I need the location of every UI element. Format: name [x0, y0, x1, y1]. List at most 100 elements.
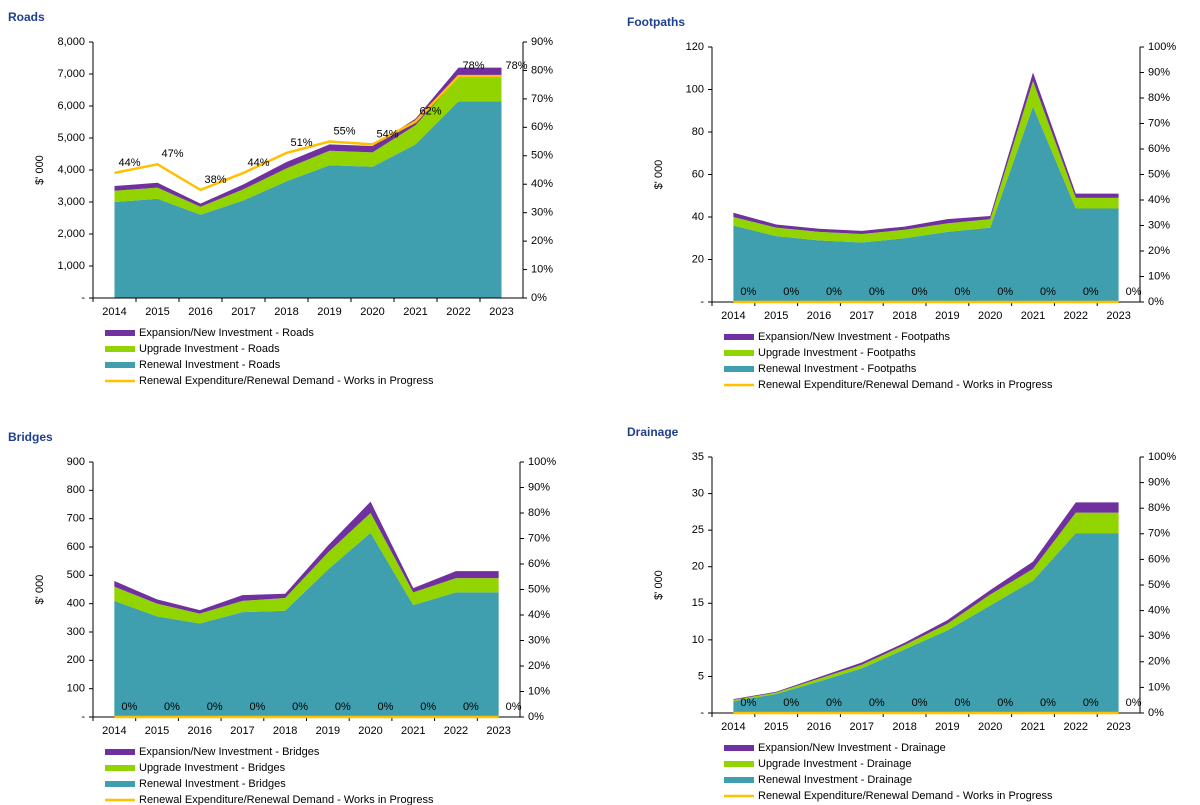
y-tick-label: 100	[67, 683, 85, 695]
y-tick-label: -	[700, 707, 704, 719]
data-label: 38%	[205, 174, 227, 186]
y-tick-label: 30	[692, 487, 704, 499]
x-tick-label: 2017	[850, 721, 874, 733]
y-tick-label: 6,000	[57, 100, 85, 112]
legend-swatch	[724, 777, 754, 783]
data-label: 54%	[377, 128, 399, 140]
data-label: 0%	[783, 697, 799, 709]
legend-label: Upgrade Investment - Bridges	[139, 762, 286, 774]
x-tick-label: 2022	[1064, 310, 1088, 322]
y-tick-label: 8,000	[57, 36, 85, 48]
data-label: 51%	[291, 137, 313, 149]
y2-tick-label: 0%	[1148, 707, 1164, 719]
chart-title: Roads	[8, 10, 45, 24]
data-label: 0%	[292, 701, 308, 713]
x-tick-label: 2017	[230, 725, 254, 737]
data-label: 0%	[335, 701, 351, 713]
data-label: 0%	[997, 697, 1013, 709]
y-tick-label: 7,000	[57, 68, 85, 80]
x-tick-label: 2019	[317, 306, 341, 318]
x-tick-label: 2018	[892, 721, 916, 733]
y-tick-label: 100	[686, 83, 704, 95]
data-label: 0%	[463, 701, 479, 713]
legend-swatch	[105, 362, 135, 368]
x-tick-label: 2020	[358, 725, 382, 737]
x-tick-label: 2016	[807, 721, 831, 733]
data-label: 0%	[249, 701, 265, 713]
data-label: 0%	[912, 697, 928, 709]
x-tick-label: 2014	[102, 306, 126, 318]
x-tick-label: 2015	[764, 721, 788, 733]
data-label: 0%	[826, 286, 842, 298]
legend-swatch	[724, 366, 754, 372]
x-tick-label: 2014	[721, 310, 745, 322]
legend-swatch	[105, 781, 135, 787]
x-tick-label: 2022	[444, 725, 468, 737]
y2-tick-label: 30%	[1148, 630, 1170, 642]
data-label: 0%	[740, 697, 756, 709]
y2-tick-label: 100%	[528, 456, 556, 468]
data-label: 0%	[420, 701, 436, 713]
chart-panel: - 100 200 300 400 500 600 700 800 900 0% 10% 20% 30% 4…	[8, 430, 556, 805]
area-series	[733, 533, 1119, 713]
x-tick-label: 2016	[807, 310, 831, 322]
y-tick-label: 300	[67, 626, 85, 638]
data-label: 0%	[783, 286, 799, 298]
y-tick-label: -	[700, 296, 704, 308]
data-label: 78%	[463, 60, 485, 72]
x-tick-label: 2021	[1021, 721, 1045, 733]
y2-tick-label: 20%	[1148, 245, 1170, 257]
area-series	[733, 512, 1119, 702]
x-tick-label: 2016	[188, 725, 212, 737]
y2-tick-label: 20%	[531, 235, 553, 247]
y-tick-label: 800	[67, 484, 85, 496]
x-tick-label: 2019	[935, 721, 959, 733]
data-label: 0%	[869, 697, 885, 709]
data-label: 0%	[1040, 286, 1056, 298]
data-label: 0%	[954, 286, 970, 298]
y2-tick-label: 40%	[1148, 605, 1170, 617]
y2-tick-label: 80%	[1148, 92, 1170, 104]
y2-tick-label: 0%	[528, 711, 544, 723]
x-tick-label: 2023	[486, 725, 510, 737]
y2-tick-label: 50%	[528, 583, 550, 595]
x-tick-label: 2015	[145, 725, 169, 737]
chart-title: Bridges	[8, 430, 53, 444]
x-tick-label: 2023	[1106, 721, 1130, 733]
x-tick-label: 2020	[360, 306, 384, 318]
x-tick-label: 2014	[721, 721, 745, 733]
y2-tick-label: 50%	[531, 150, 553, 162]
x-tick-label: 2015	[145, 306, 169, 318]
y-tick-label: 3,000	[57, 196, 85, 208]
line-series	[114, 74, 502, 192]
x-tick-label: 2017	[850, 310, 874, 322]
area-series	[733, 72, 1119, 234]
y-tick-label: 700	[67, 513, 85, 525]
y-tick-label: 1,000	[57, 260, 85, 272]
y-tick-label: 5,000	[57, 132, 85, 144]
chart-panel: - 20 40 60 80 100 120 0% 10% 20% 30% 40% 50% 60% 70% 80…	[627, 15, 1176, 391]
x-tick-label: 2021	[1021, 310, 1045, 322]
data-label: 0%	[997, 286, 1013, 298]
y2-tick-label: 40%	[531, 178, 553, 190]
legend-label: Renewal Expenditure/Renewal Demand - Wor…	[139, 794, 434, 805]
area-series	[114, 101, 502, 298]
y2-tick-label: 90%	[528, 481, 550, 493]
y2-tick-label: 80%	[1148, 502, 1170, 514]
legend-label: Expansion/New Investment - Drainage	[758, 742, 946, 754]
x-tick-label: 2017	[231, 306, 255, 318]
legend-label: Renewal Investment - Roads	[139, 359, 281, 371]
legend-label: Expansion/New Investment - Roads	[139, 327, 314, 339]
legend-swatch	[724, 334, 754, 340]
y-tick-label: 5	[698, 670, 704, 682]
legend-label: Upgrade Investment - Roads	[139, 343, 280, 355]
legend-label: Expansion/New Investment - Footpaths	[758, 331, 950, 343]
legend-label: Renewal Investment - Footpaths	[758, 363, 917, 375]
y2-tick-label: 20%	[1148, 656, 1170, 668]
data-label: 47%	[162, 148, 184, 160]
x-tick-label: 2021	[401, 725, 425, 737]
data-label: 0%	[740, 286, 756, 298]
x-tick-label: 2016	[188, 306, 212, 318]
y2-tick-label: 0%	[1148, 296, 1164, 308]
